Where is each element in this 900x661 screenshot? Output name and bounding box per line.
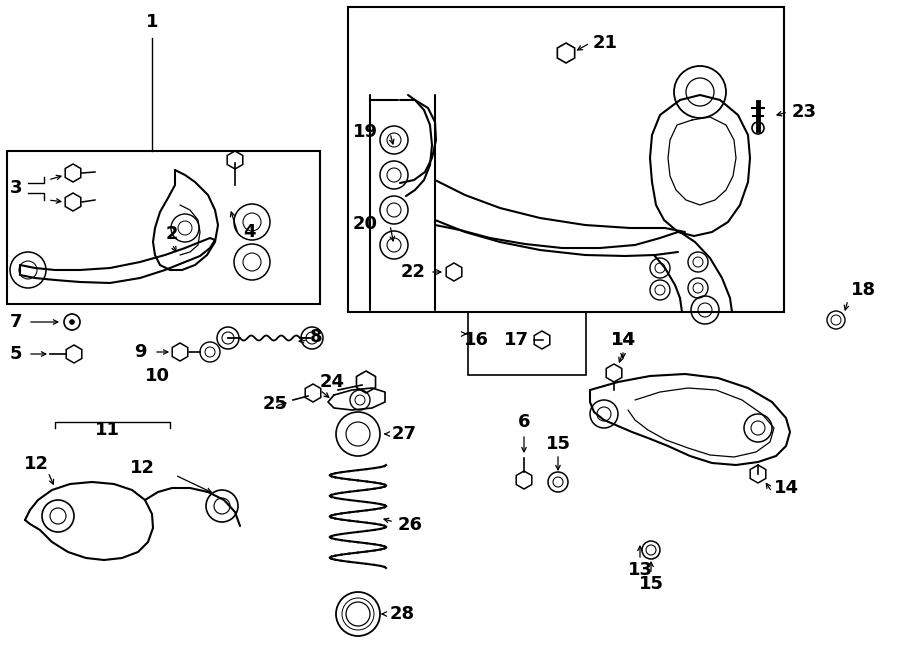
Text: 18: 18 [851,281,876,299]
Text: 8: 8 [310,328,322,346]
Bar [468,312,586,375]
Text: 17: 17 [503,331,528,349]
Text: 26: 26 [398,516,423,534]
Text: 14: 14 [774,479,799,497]
Text: 23: 23 [792,103,817,121]
Text: 14: 14 [610,331,635,349]
Text: 11: 11 [94,421,120,439]
Text: 12: 12 [23,455,49,473]
Text: 1: 1 [146,13,158,31]
Text: 28: 28 [390,605,415,623]
Text: 10: 10 [145,367,169,385]
Text: 27: 27 [392,425,417,443]
Text: 5: 5 [10,345,22,363]
Text: 7: 7 [10,313,22,331]
Bar [7,151,320,304]
Text: 14: 14 [610,331,635,349]
Text: 9: 9 [134,343,146,361]
Text: 19: 19 [353,123,378,141]
Text: 16: 16 [464,331,489,349]
Text: 15: 15 [638,575,663,593]
Circle shape [69,319,75,325]
Text: 4: 4 [243,223,256,241]
Text: 13: 13 [627,561,652,579]
Text: 3: 3 [10,179,22,197]
Text: 20: 20 [353,215,378,233]
Text: 15: 15 [545,435,571,453]
Text: 2: 2 [166,225,178,243]
Text: 24: 24 [320,373,345,391]
Text: 25: 25 [263,395,288,413]
Text: 6: 6 [518,413,530,431]
Text: 12: 12 [130,459,155,477]
Bar [348,7,784,312]
Text: 21: 21 [593,34,618,52]
Text: 22: 22 [401,263,426,281]
